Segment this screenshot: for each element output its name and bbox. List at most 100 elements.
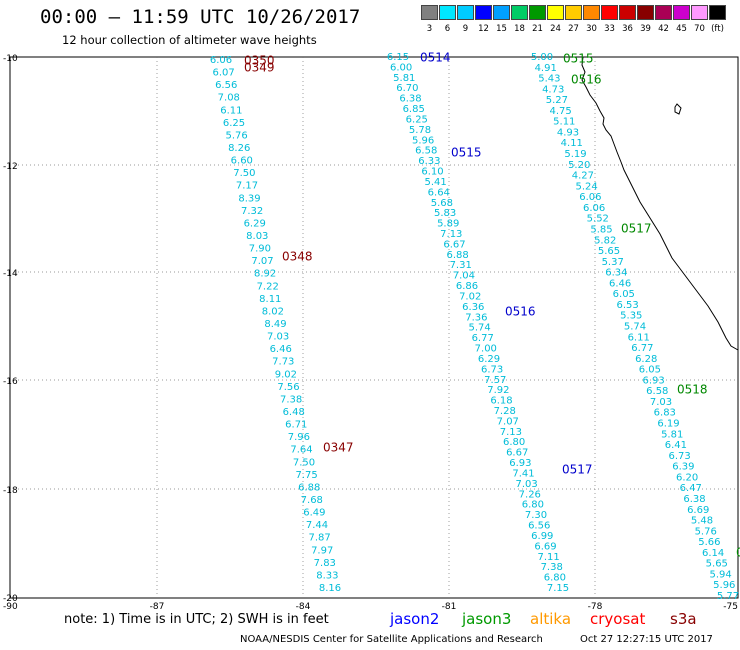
wave-height-value: 6.53	[616, 300, 638, 311]
wave-height-value: 7.07	[251, 256, 273, 267]
wave-height-value: 7.08	[218, 93, 240, 104]
wave-height-value: 7.28	[494, 406, 516, 417]
wave-height-value: 6.34	[605, 268, 627, 279]
legend-swatch	[709, 5, 726, 20]
legend-label: 42	[658, 24, 669, 34]
time-label: 0349	[244, 61, 275, 75]
legend-label: 33	[604, 24, 615, 34]
wave-height-value: 5.83	[434, 208, 456, 219]
wave-height-value: 5.76	[695, 526, 717, 537]
lat-label: -18	[3, 486, 18, 496]
wave-height-value: 7.90	[249, 244, 271, 255]
wave-height-value: 6.93	[642, 375, 664, 386]
legend-label: 9	[462, 24, 469, 34]
wave-height-value: 7.38	[541, 562, 563, 573]
wave-height-value: 6.15	[387, 52, 409, 63]
wave-height-value: 5.00	[531, 52, 553, 63]
legend-label: 27	[568, 24, 579, 34]
wave-height-value: 4.75	[549, 106, 571, 117]
wave-height-value: 7.44	[306, 520, 328, 531]
wave-height-value: 6.80	[503, 437, 525, 448]
wave-height-value: 6.20	[676, 472, 698, 483]
wave-height-value: 7.15	[547, 583, 569, 594]
satellite-jason2: jason2	[390, 610, 440, 628]
wave-height-value: 5.11	[553, 117, 575, 128]
wave-height-value: 7.03	[650, 397, 672, 408]
wave-height-value: 8.02	[262, 306, 284, 317]
wave-height-value: 6.29	[478, 354, 500, 365]
wave-height-value: 5.96	[713, 580, 735, 591]
wave-height-value: 6.25	[223, 118, 245, 129]
wave-height-value: 6.73	[668, 451, 690, 462]
time-label: 0350	[244, 54, 275, 68]
wave-height-value: 6.14	[702, 548, 724, 559]
legend-label: 70	[694, 24, 705, 34]
track-2: 6.156.005.816.706.386.856.255.785.966.58…	[387, 51, 593, 595]
wave-height-value: 7.02	[459, 292, 481, 303]
wave-height-value: 6.47	[680, 483, 702, 494]
lat-label: -20	[3, 594, 18, 604]
wave-height-value: 7.26	[519, 489, 541, 500]
wave-height-value: 7.03	[267, 332, 289, 343]
wave-height-value: 7.38	[280, 394, 302, 405]
track-1: 6.066.076.567.086.116.255.768.266.607.50…	[210, 54, 354, 595]
wave-height-value: 7.75	[295, 470, 317, 481]
wave-height-value: 6.83	[654, 408, 676, 419]
wave-height-value: 5.68	[431, 198, 453, 209]
coast-islet	[674, 103, 682, 115]
wave-height-value: 5.65	[706, 559, 728, 570]
wave-height-value: 7.87	[308, 533, 330, 544]
wave-height-value: 6.18	[490, 396, 512, 407]
legend-label: 6	[444, 24, 451, 34]
generated-timestamp: Oct 27 12:27:15 UTC 2017	[580, 634, 713, 645]
wave-height-value: 7.41	[512, 469, 534, 480]
wave-height-value: 6.25	[406, 115, 428, 126]
time-label: 0516	[571, 73, 602, 87]
legend-label: 30	[586, 24, 597, 34]
wave-height-value: 5.43	[538, 74, 560, 85]
wave-height-value: 6.06	[210, 55, 232, 66]
wave-height-value: 6.07	[212, 68, 234, 79]
wave-height-value: 6.29	[244, 218, 266, 229]
wave-height-value: 6.06	[579, 192, 601, 203]
wave-height-value: 7.13	[500, 427, 522, 438]
wave-height-value: 4.27	[572, 171, 594, 182]
wave-height-value: 7.32	[241, 206, 263, 217]
wave-height-value: 6.99	[531, 531, 553, 542]
wave-height-value: 6.73	[481, 364, 503, 375]
wave-height-value: 7.97	[311, 545, 333, 556]
legend-swatch	[421, 5, 438, 20]
wave-height-value: 6.46	[609, 278, 631, 289]
wave-height-value: 7.73	[272, 357, 294, 368]
track-3: 5.004.915.434.735.274.755.114.934.115.19…	[531, 52, 740, 603]
wave-height-value: 6.49	[303, 508, 325, 519]
wave-height-value: 5.85	[590, 225, 612, 236]
wave-height-value: 7.03	[515, 479, 537, 490]
grid-lines	[10, 57, 738, 597]
map-frame	[9, 56, 739, 599]
wave-height-value: 6.67	[506, 448, 528, 459]
wave-height-value: 6.69	[687, 505, 709, 516]
wave-height-value: 5.65	[598, 246, 620, 257]
wave-height-value: 4.93	[557, 128, 579, 139]
wave-height-value: 7.92	[487, 385, 509, 396]
lat-label: -14	[3, 269, 18, 279]
wave-height-value: 6.28	[635, 354, 657, 365]
lat-label: -16	[3, 377, 18, 387]
lon-label: -90	[3, 602, 18, 612]
wave-height-value: 7.11	[537, 552, 559, 563]
legend-label: 15	[496, 24, 507, 34]
wave-height-value: 7.68	[301, 495, 323, 506]
wave-height-value: 6.69	[534, 541, 556, 552]
wave-height-value: 7.04	[453, 271, 475, 282]
legend-swatch	[691, 5, 708, 20]
wave-height-value: 7.13	[440, 229, 462, 240]
wave-height-value: 8.49	[264, 319, 286, 330]
wave-height-value: 6.58	[415, 146, 437, 157]
wave-height-value: 5.41	[424, 177, 446, 188]
wave-height-value: 5.37	[602, 257, 624, 268]
satellite-altika: altika	[530, 610, 572, 628]
wave-height-value: 6.38	[683, 494, 705, 505]
legend-swatch	[475, 5, 492, 20]
